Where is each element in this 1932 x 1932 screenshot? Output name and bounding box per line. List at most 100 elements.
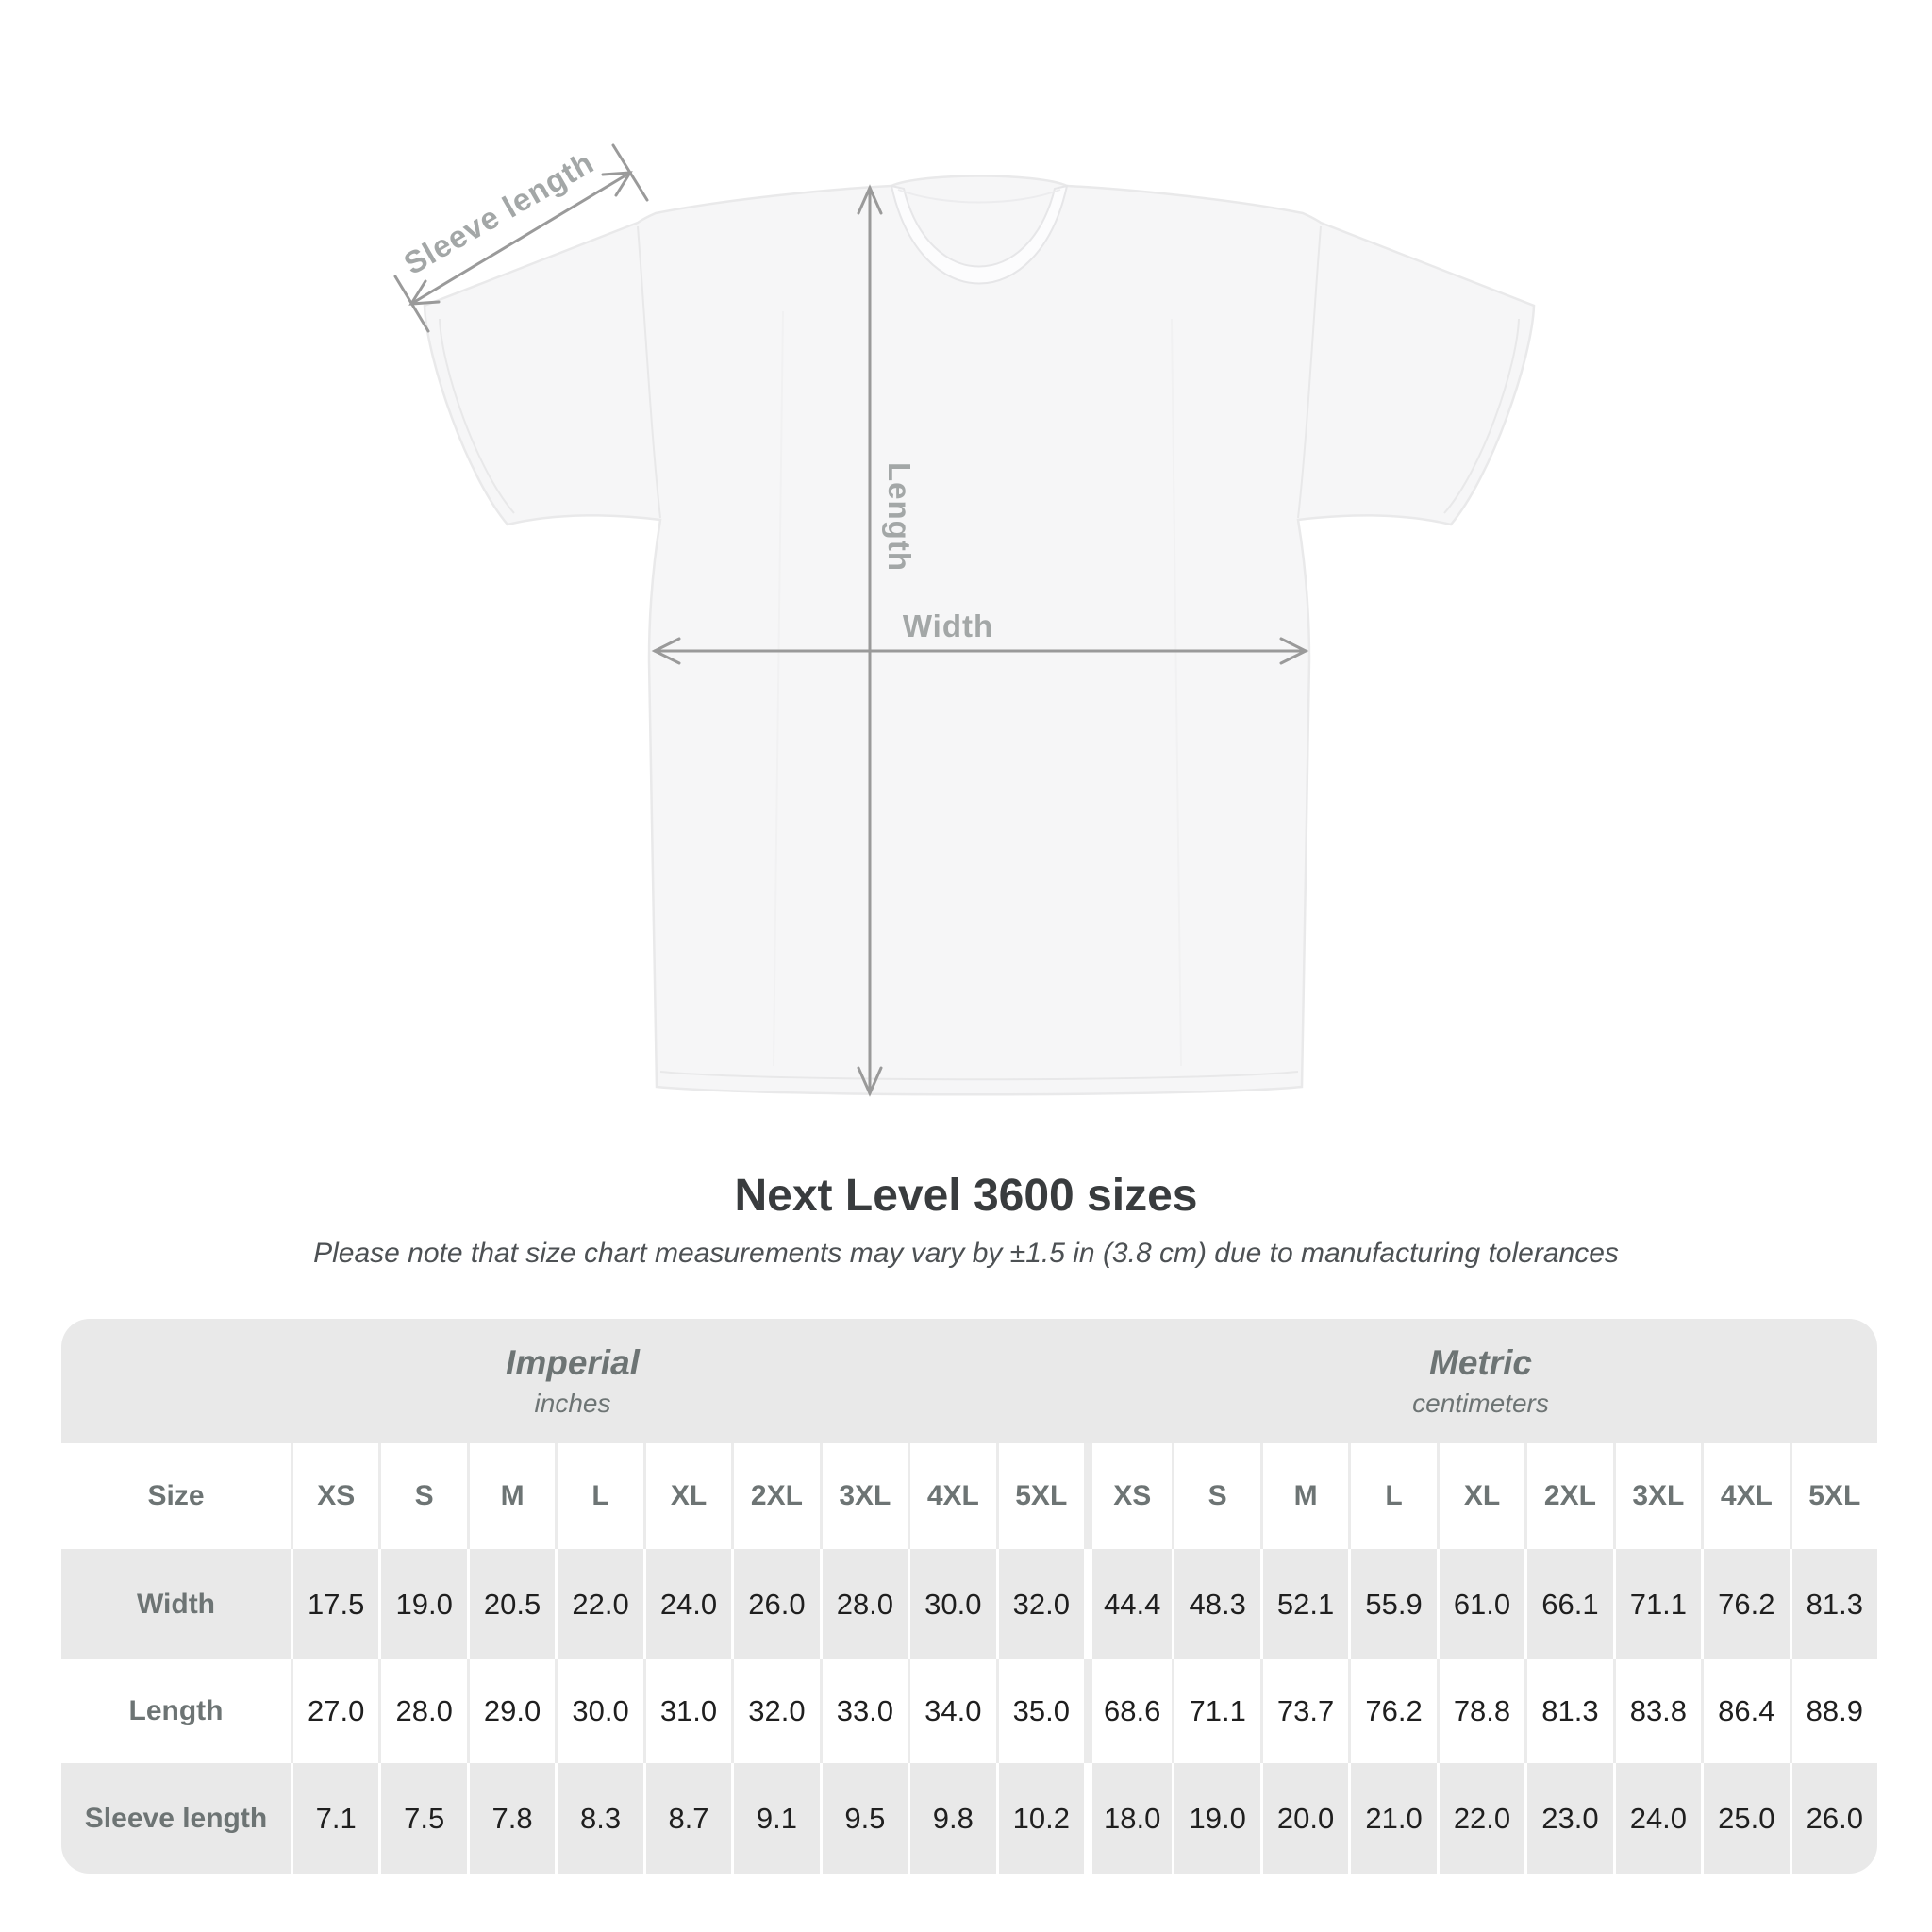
value-cell: 32.0	[731, 1659, 819, 1763]
size-cell: S	[378, 1443, 466, 1549]
value-cell: 55.9	[1348, 1549, 1436, 1659]
value-cell: 52.1	[1259, 1549, 1348, 1659]
width-row: Width 17.5 19.0 20.5 22.0 24.0 26.0 28.0 30.0 32.…	[61, 1549, 1877, 1659]
value-cell: 31.0	[642, 1659, 731, 1763]
length-dimension-label: Length	[882, 462, 917, 572]
collar	[890, 184, 1069, 285]
value-cell: 22.0	[555, 1549, 642, 1659]
value-cell: 34.0	[908, 1659, 995, 1763]
value-cell: 24.0	[642, 1549, 731, 1659]
value-cell: 20.0	[1259, 1763, 1348, 1874]
size-cell: 3XL	[1612, 1443, 1701, 1549]
value-cell: 71.1	[1172, 1659, 1259, 1763]
size-cell: L	[1348, 1443, 1436, 1549]
value-cell: 88.9	[1789, 1659, 1877, 1763]
value-cell: 17.5	[291, 1549, 378, 1659]
size-cell: 4XL	[1701, 1443, 1789, 1549]
fabric-creases	[773, 310, 1182, 1067]
value-cell: 81.3	[1789, 1549, 1877, 1659]
value-cell: 68.6	[1083, 1659, 1172, 1763]
value-cell: 35.0	[995, 1659, 1084, 1763]
value-cell: 20.5	[466, 1549, 555, 1659]
value-cell: 7.8	[466, 1763, 555, 1874]
value-cell: 76.2	[1701, 1549, 1789, 1659]
value-cell: 33.0	[819, 1659, 908, 1763]
value-cell: 19.0	[1172, 1763, 1259, 1874]
value-cell: 25.0	[1701, 1763, 1789, 1874]
size-cell: XL	[1436, 1443, 1524, 1549]
value-cell: 30.0	[555, 1659, 642, 1763]
size-cell: 3XL	[819, 1443, 908, 1549]
seam-lines	[439, 225, 1520, 1081]
size-table: Imperial inches Metric centimeters Size X…	[61, 1319, 1877, 1874]
value-cell: 26.0	[1789, 1763, 1877, 1874]
value-cell: 18.0	[1083, 1763, 1172, 1874]
imperial-label: Imperial	[506, 1343, 640, 1382]
size-cell: 4XL	[908, 1443, 995, 1549]
value-cell: 44.4	[1083, 1549, 1172, 1659]
value-cell: 78.8	[1436, 1659, 1524, 1763]
size-cell: M	[1259, 1443, 1348, 1549]
size-header-row: Size XS S M L XL 2XL 3XL 4XL 5XL XS S M L XL 2XL 3XL 4XL 5…	[61, 1443, 1877, 1549]
width-dimension-label: Width	[902, 608, 994, 643]
value-cell: 86.4	[1701, 1659, 1789, 1763]
unit-group-metric: Metric centimeters	[1084, 1319, 1877, 1443]
value-cell: 24.0	[1612, 1763, 1701, 1874]
value-cell: 48.3	[1172, 1549, 1259, 1659]
length-row-label: Length	[128, 1695, 224, 1726]
value-cell: 30.0	[908, 1549, 995, 1659]
value-cell: 7.5	[378, 1763, 466, 1874]
value-cell: 28.0	[378, 1659, 466, 1763]
size-table-grid: Size XS S M L XL 2XL 3XL 4XL 5XL XS S M L XL 2XL 3XL 4XL 5…	[61, 1443, 1877, 1874]
value-cell: 10.2	[995, 1763, 1084, 1874]
size-cell: 2XL	[731, 1443, 819, 1549]
tshirt-diagram: Sleeve length Length Width	[393, 143, 1536, 1097]
length-row: Length 27.0 28.0 29.0 30.0 31.0 32.0 33.0 34.0 35…	[61, 1659, 1877, 1763]
page-title: Next Level 3600 sizes	[734, 1171, 1198, 1221]
size-cell: 2XL	[1524, 1443, 1612, 1549]
unit-group-imperial: Imperial inches	[61, 1319, 1084, 1443]
value-cell: 9.1	[731, 1763, 819, 1874]
value-cell: 28.0	[819, 1549, 908, 1659]
size-cell: XL	[642, 1443, 731, 1549]
value-cell: 7.1	[291, 1763, 378, 1874]
size-cell: XS	[1083, 1443, 1172, 1549]
metric-label: Metric	[1429, 1343, 1532, 1382]
size-cell: S	[1172, 1443, 1259, 1549]
imperial-unit-label: inches	[534, 1389, 611, 1418]
size-cell: 5XL	[1789, 1443, 1877, 1549]
tolerance-note: Please note that size chart measurements…	[313, 1238, 1619, 1269]
sleeve-length-row: Sleeve length 7.1 7.5 7.8 8.3 8.7 9.1 9.5 9.8 10.…	[61, 1763, 1877, 1874]
value-cell: 71.1	[1612, 1549, 1701, 1659]
length-arrow	[857, 184, 883, 1097]
size-cell: M	[466, 1443, 555, 1549]
tshirt-silhouette	[423, 175, 1536, 1096]
value-cell: 81.3	[1524, 1659, 1612, 1763]
size-header-row-label: Size	[147, 1480, 205, 1511]
value-cell: 21.0	[1348, 1763, 1436, 1874]
tshirt-graphic	[393, 143, 1536, 1097]
sleeve-length-row-label: Sleeve length	[84, 1802, 268, 1834]
value-cell: 73.7	[1259, 1659, 1348, 1763]
value-cell: 26.0	[731, 1549, 819, 1659]
width-arrow	[651, 637, 1309, 665]
value-cell: 32.0	[995, 1549, 1084, 1659]
value-cell: 83.8	[1612, 1659, 1701, 1763]
value-cell: 61.0	[1436, 1549, 1524, 1659]
value-cell: 9.8	[908, 1763, 995, 1874]
width-row-label: Width	[136, 1588, 216, 1620]
unit-header-row: Imperial inches Metric centimeters	[61, 1319, 1877, 1443]
value-cell: 27.0	[291, 1659, 378, 1763]
value-cell: 8.3	[555, 1763, 642, 1874]
value-cell: 29.0	[466, 1659, 555, 1763]
value-cell: 9.5	[819, 1763, 908, 1874]
value-cell: 22.0	[1436, 1763, 1524, 1874]
size-cell: XS	[291, 1443, 378, 1549]
value-cell: 8.7	[642, 1763, 731, 1874]
value-cell: 19.0	[378, 1549, 466, 1659]
metric-unit-label: centimeters	[1412, 1389, 1549, 1418]
size-cell: 5XL	[995, 1443, 1084, 1549]
value-cell: 76.2	[1348, 1659, 1436, 1763]
value-cell: 66.1	[1524, 1549, 1612, 1659]
